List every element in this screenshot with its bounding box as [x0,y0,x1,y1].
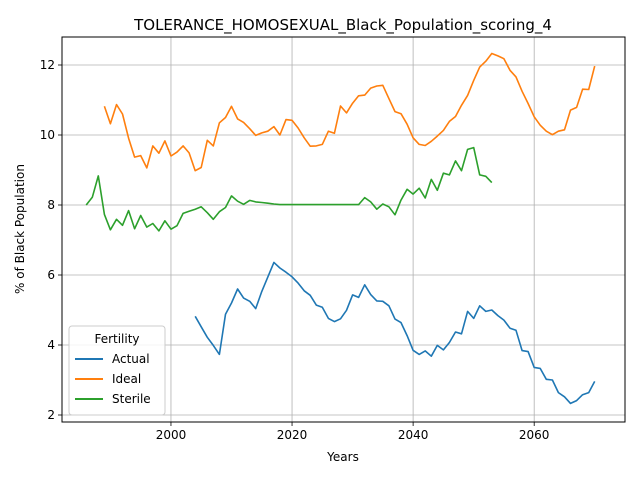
series-line-actual [194,261,596,405]
legend-box [68,325,166,416]
y-tick-label: 4 [47,338,55,352]
legend-title: Fertility [94,332,139,346]
plot-frame [61,36,626,423]
x-tick-label: 2020 [277,428,308,442]
series-lines [85,52,596,405]
legend-label-sterile: Sterile [112,392,151,406]
grid [62,37,625,422]
x-axis-label: Years [326,450,359,464]
legend-label-ideal: Ideal [112,372,141,386]
y-tick-label: 12 [40,58,55,72]
legend-label-actual: Actual [112,352,150,366]
x-tick-label: 2000 [156,428,187,442]
axis-ticks: 2000 2020 2040 2060 2 4 6 8 10 12 [40,58,550,442]
y-tick-label: 8 [47,198,55,212]
legend: Fertility Actual Ideal Sterile [68,325,166,416]
y-axis-label: % of Black Population [13,164,27,294]
series-line-ideal [103,52,596,172]
y-tick-label: 2 [47,408,55,422]
y-tick-label: 6 [47,268,55,282]
chart-title: TOLERANCE_HOMOSEXUAL_Black_Population_sc… [133,16,552,35]
x-tick-label: 2060 [519,428,550,442]
y-tick-label: 10 [40,128,55,142]
legend-items: Actual Ideal Sterile [75,352,151,406]
x-tick-label: 2040 [398,428,429,442]
series-line-sterile [85,146,493,232]
